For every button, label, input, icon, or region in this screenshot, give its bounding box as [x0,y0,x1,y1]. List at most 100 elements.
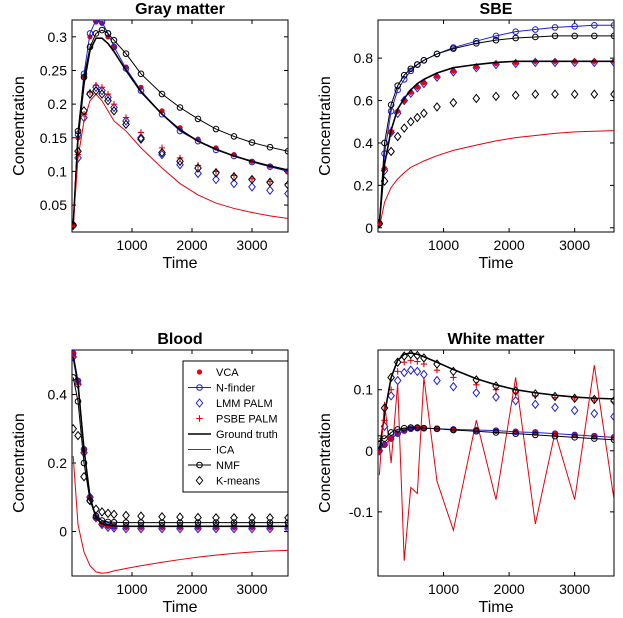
data-point-lmm-palm [406,365,415,375]
legend-label: Ground truth [216,429,278,441]
data-point-nmf [98,517,106,524]
data-point-k-means [531,89,540,100]
series-line-ica [72,456,288,574]
y-tick-label: 0.2 [48,455,68,471]
data-point-k-means [110,509,118,520]
data-point-k-means [122,510,130,521]
data-point-nmf [110,36,118,44]
y-tick-label: 0.2 [48,96,68,112]
data-point-nmf [473,427,480,435]
data-point-lmm-palm [98,519,106,530]
data-point-lmm-palm [531,399,540,410]
data-point-k-means [176,512,184,522]
data-point-nmf [122,50,130,57]
data-point-k-means [194,163,202,173]
data-point-nmf [492,36,500,44]
data-point-lmm-palm [551,402,559,413]
y-tick-label: 0.05 [40,197,67,213]
data-point-k-means [420,108,428,119]
series-nmf [378,32,614,227]
data-point-nmf [72,374,77,381]
data-point-k-means [531,389,540,399]
x-tick-label: 1000 [428,237,459,253]
data-point-lmm-palm [92,82,100,93]
data-point-lmm-palm [248,182,256,192]
panel-white-matter: 1000 2000 3000 -0.1 0 0.1 White matter Time Conc… [317,331,615,616]
data-point-k-means [380,176,389,186]
data-point-psbe-palm [194,162,202,169]
data-point-k-means [610,89,614,100]
panel-title: SBE [480,1,513,18]
data-point-k-means [212,512,220,523]
data-point-psbe-palm [512,59,519,66]
data-point-nmf [394,426,401,433]
x-tick-label: 3000 [236,237,267,253]
panel-gray-matter: 1000 2000 3000 0.05 0.1 0.15 0.2 0.25 0.3 Gray ma… [11,1,289,272]
data-point-nmf [551,32,559,40]
data-point-k-means [176,156,184,167]
data-point-nmf [80,73,88,81]
data-point-k-means [104,95,112,106]
legend-symbol [195,475,204,486]
data-point-k-means [511,386,520,396]
series-k-means [72,85,288,231]
data-point-nmf [571,32,578,40]
data-point-k-means [433,359,441,369]
data-point-nmf [230,133,238,140]
data-point-k-means [433,102,441,112]
data-point-nmf [433,425,441,433]
legend-marker [195,475,204,486]
legend-label: K-means [216,476,261,488]
y-axis-label: Concentration [11,76,28,176]
series-ica [378,130,614,228]
data-point-lmm-palm [194,168,202,179]
data-point-lmm-palm [98,85,106,96]
data-point-psbe-palm [492,60,500,67]
y-tick-label: 0.15 [40,130,67,146]
legend-symbol [188,384,211,391]
data-point-nmf [400,71,408,79]
data-point-k-means [158,147,166,158]
legend-marker [196,369,203,375]
data-point-n-finder [492,32,500,40]
data-point-psbe-palm [284,524,288,531]
data-point-k-means [158,511,166,522]
data-point-n-finder [532,26,539,33]
data-point-k-means [122,119,130,130]
legend-marker [196,461,203,469]
data-point-n-finder [571,23,578,30]
data-point-n-finder [512,28,519,35]
data-point-nmf [194,519,202,526]
data-point-nmf [176,519,184,526]
data-point-lmm-palm [80,447,88,458]
series-k-means [378,350,614,450]
y-tick-label: 0 [365,220,373,236]
data-point-n-finder [387,107,395,115]
data-point-nmf [80,459,88,467]
data-point-nmf [381,435,388,442]
data-point-k-means [230,172,238,182]
data-point-nmf [512,430,519,437]
data-point-nmf [266,519,274,526]
data-point-k-means [248,512,256,523]
data-point-nmf [450,45,457,52]
legend-label: LMM PALM [216,398,273,410]
x-axis-label: Time [479,599,514,613]
y-tick-label: 0.1 [48,163,68,179]
data-point-k-means [98,507,106,517]
data-point-nmf [394,82,401,90]
data-point-nmf [194,115,202,123]
data-point-nmf [158,90,166,98]
data-point-nmf [248,139,256,146]
data-point-k-means [110,106,118,116]
data-point-k-means [284,180,288,190]
data-point-nmf [98,26,106,34]
data-point-psbe-palm [420,79,428,86]
series-line-ground-truth [72,356,288,528]
data-point-k-means [570,89,579,100]
data-point-lmm-palm [387,127,395,138]
y-tick-label: 0.25 [40,62,67,78]
legend-label: VCA [216,367,239,379]
data-point-k-means [80,106,88,116]
data-point-k-means [570,393,579,404]
